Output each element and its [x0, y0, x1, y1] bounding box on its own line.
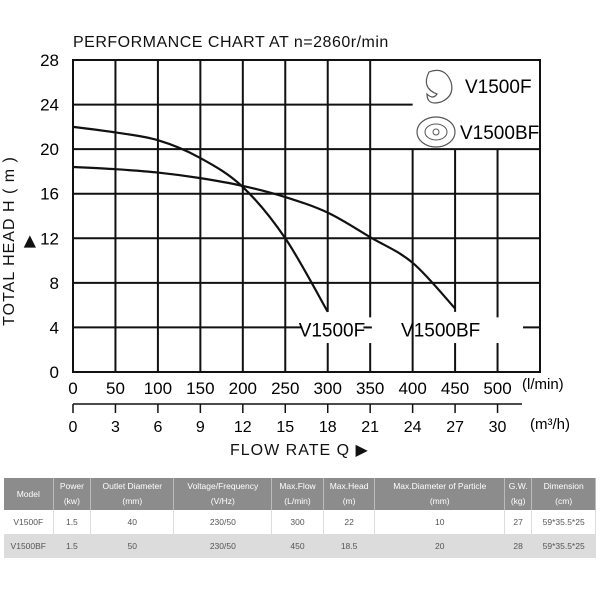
- x-tick-label: 300: [314, 379, 342, 398]
- table-cell: 27: [504, 510, 533, 534]
- table-cell: 1.5: [53, 534, 92, 558]
- x2-tick-label: 24: [404, 419, 422, 436]
- column-header-text: Max.Flow: [279, 481, 316, 491]
- table-row: V1500BF 1.5 50 230/50 450 18.5 20 28 59*35.5*25: [4, 534, 596, 558]
- performance-chart: 0481216202428005031006150920012250153001…: [40, 51, 570, 436]
- x-tick-label: 100: [144, 379, 172, 398]
- x2-tick-label: 30: [489, 419, 507, 436]
- table-row: V1500F 1.5 40 230/50 300 22 10 27 59*35.5*25: [4, 510, 596, 534]
- y-tick-label: 20: [40, 140, 59, 159]
- table-cell: 1.5: [53, 510, 92, 534]
- x-tick-label: 200: [229, 379, 257, 398]
- column-header-text: (mm): [429, 496, 450, 506]
- x2-tick-label: 9: [196, 419, 205, 436]
- spec-table: Model Power (kw) Outlet Diameter (mm) Voltage…: [4, 478, 596, 558]
- table-cell: 230/50: [173, 510, 273, 534]
- y-tick-label: 12: [40, 229, 59, 248]
- legend-label: V1500F: [465, 77, 532, 98]
- series-line-v1500bf: [72, 165, 456, 310]
- x2-tick-label: 0: [69, 419, 78, 436]
- column-header-text: Max.Head: [329, 481, 369, 491]
- x2-tick-label: 15: [276, 419, 294, 436]
- x2-tick-label: 12: [234, 419, 252, 436]
- column-header: Max.Head (m): [323, 478, 376, 510]
- y-tick-label: 4: [50, 318, 59, 337]
- x-tick-label: 150: [186, 379, 214, 398]
- column-header: Model: [4, 478, 54, 510]
- column-header-text: (kw): [63, 496, 80, 506]
- x2-tick-label: 18: [319, 419, 337, 436]
- open-impeller-icon: [425, 69, 453, 104]
- column-header-text: (L/min): [284, 496, 311, 506]
- y-tick-label: 16: [40, 185, 59, 204]
- table-cell: 40: [90, 510, 175, 534]
- table-cell: 18.5: [323, 534, 376, 558]
- column-header-text: Outlet Diameter: [102, 481, 163, 491]
- column-header: Max.Diameter of Particle (mm): [374, 478, 506, 510]
- x2-tick-label: 27: [446, 419, 464, 436]
- x-axis-label: FLOW RATE Q ▶: [230, 442, 369, 459]
- column-header-text: (cm): [555, 496, 573, 506]
- vortex-impeller-icon: [416, 116, 456, 148]
- x-unit-label: (l/min): [522, 376, 564, 393]
- series-end-label: V1500BF: [401, 320, 480, 341]
- series-line-v1500f: [72, 125, 329, 313]
- column-header-text: Power: [59, 481, 84, 491]
- column-header-text: Dimension: [543, 481, 584, 491]
- column-header-text: (m): [342, 496, 356, 506]
- column-header-text: Max.Diameter of Particle: [393, 481, 487, 491]
- x-tick-label: 450: [441, 379, 469, 398]
- y-tick-label: 8: [50, 274, 59, 293]
- x-tick-label: 350: [356, 379, 384, 398]
- x2-unit-label: (m³/h): [530, 416, 570, 433]
- x2-tick-label: 3: [111, 419, 120, 436]
- table-cell: 300: [271, 510, 324, 534]
- x-tick-label: 50: [106, 379, 125, 398]
- column-header: Power (kw): [53, 478, 92, 510]
- x2-tick-label: 6: [153, 419, 162, 436]
- column-header: Max.Flow (L/min): [271, 478, 324, 510]
- table-cell: 59*35.5*25: [531, 534, 596, 558]
- column-header: Voltage/Frequency (V/Hz): [173, 478, 273, 510]
- y-tick-label: 0: [50, 363, 59, 382]
- x-tick-label: 250: [271, 379, 299, 398]
- column-header-text: (kg): [510, 496, 526, 506]
- table-header-row: Model Power (kw) Outlet Diameter (mm) Voltage…: [4, 478, 596, 510]
- plot-frame: [72, 59, 541, 373]
- x2-tick-label: 21: [361, 419, 379, 436]
- table-cell: 22: [323, 510, 376, 534]
- column-header: G.W. (kg): [504, 478, 533, 510]
- table-cell: 230/50: [173, 534, 273, 558]
- column-header-text: Voltage/Frequency: [187, 481, 259, 491]
- x-tick-label: 400: [398, 379, 426, 398]
- column-header-text: Model: [16, 488, 40, 499]
- table-cell: 10: [374, 510, 506, 534]
- series-end-label: V1500F: [299, 320, 366, 341]
- table-cell: V1500BF: [4, 534, 54, 558]
- chart-title: PERFORMANCE CHART AT n=2860r/min: [73, 34, 389, 51]
- table-cell: V1500F: [4, 510, 54, 534]
- y-tick-label: 24: [40, 96, 59, 115]
- legend-label: V1500BF: [460, 123, 539, 144]
- table-cell: 450: [271, 534, 324, 558]
- table-cell: 20: [374, 534, 506, 558]
- x-tick-label: 0: [68, 379, 77, 398]
- column-header-text: G.W.: [508, 481, 528, 491]
- column-header-text: (mm): [122, 496, 143, 506]
- column-header: Dimension (cm): [531, 478, 596, 510]
- column-header-text: (V/Hz): [210, 496, 235, 506]
- x-tick-label: 500: [483, 379, 511, 398]
- table-cell: 59*35.5*25: [531, 510, 596, 534]
- y-tick-label: 28: [40, 51, 59, 70]
- column-header: Outlet Diameter (mm): [90, 478, 175, 510]
- table-cell: 50: [90, 534, 175, 558]
- table-cell: 28: [504, 534, 533, 558]
